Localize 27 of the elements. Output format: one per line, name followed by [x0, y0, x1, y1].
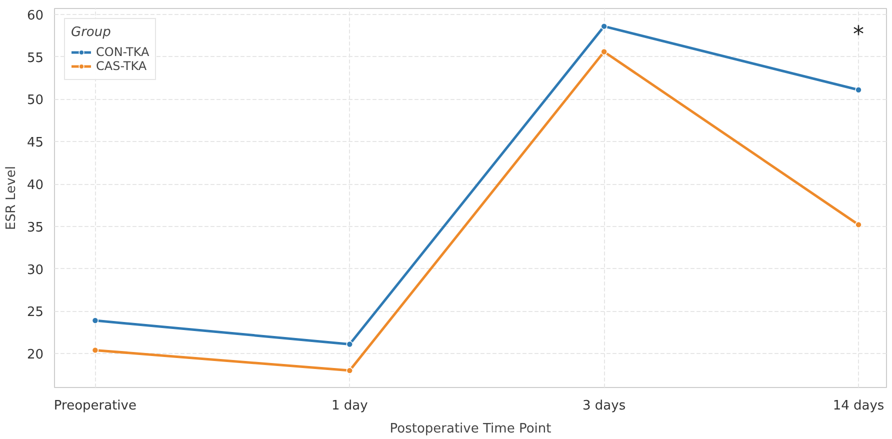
x-tick-label: Preoperative — [54, 398, 137, 414]
y-tick-label: 45 — [26, 136, 44, 151]
x-tick-label: 14 days — [832, 398, 884, 414]
point — [92, 317, 99, 324]
y-tick-label: 60 — [26, 8, 44, 24]
point — [92, 346, 99, 354]
y-tick-label: 40 — [26, 178, 44, 194]
legend-label: CON-TKA — [96, 45, 150, 59]
x-tick-label: 3 days — [582, 398, 626, 414]
annotation: * — [853, 22, 864, 48]
point — [346, 340, 354, 348]
point — [346, 367, 354, 374]
y-axis-title: ESR Level — [4, 166, 19, 230]
y-tick-label: 55 — [26, 50, 44, 66]
y-tick-label: 35 — [26, 220, 44, 236]
x-tick-label: 1 day — [331, 398, 368, 414]
x-axis-title: Postoperative Time Point — [390, 422, 552, 436]
point — [600, 22, 608, 30]
legend-label: CAS-TKA — [96, 59, 147, 73]
y-tick-label: 50 — [26, 93, 44, 108]
y-tick-label: 25 — [26, 305, 44, 320]
point — [600, 48, 608, 56]
point — [855, 86, 862, 94]
y-tick-label: 20 — [26, 348, 44, 363]
legend-title: Group — [71, 25, 112, 40]
y-tick-label: 30 — [26, 262, 44, 278]
point — [855, 221, 862, 228]
